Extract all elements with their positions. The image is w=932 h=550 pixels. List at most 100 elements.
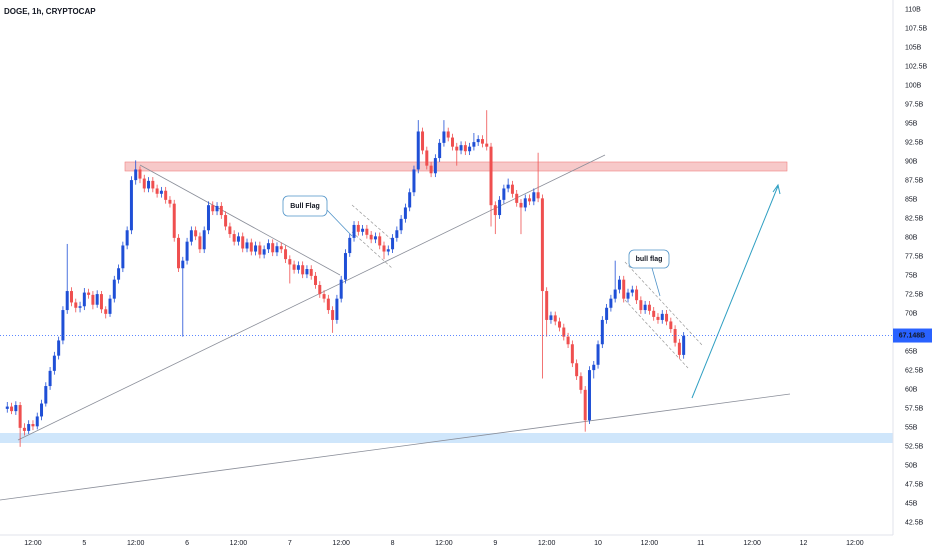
candle-body bbox=[129, 180, 133, 231]
candle-body bbox=[361, 228, 365, 232]
candle-body bbox=[198, 236, 202, 250]
candle-body bbox=[121, 245, 125, 269]
annotation: bull flag bbox=[636, 256, 663, 263]
candle-body bbox=[566, 336, 570, 345]
candle-body bbox=[228, 226, 232, 235]
candle-body bbox=[202, 230, 206, 250]
candle-body bbox=[510, 184, 514, 194]
candle-body bbox=[211, 205, 215, 212]
candle-body bbox=[480, 139, 484, 144]
x-tick-label: 12:00 bbox=[743, 540, 761, 547]
candle-body bbox=[142, 178, 146, 189]
candle-body bbox=[425, 150, 429, 166]
candle-body bbox=[519, 202, 523, 208]
candle-body bbox=[262, 249, 266, 255]
candle-body bbox=[48, 370, 52, 387]
candle-body bbox=[489, 146, 493, 206]
candle-body bbox=[95, 294, 99, 305]
candle-body bbox=[61, 310, 65, 341]
candle-body bbox=[536, 192, 540, 199]
flag-line bbox=[351, 204, 393, 241]
candle-body bbox=[224, 215, 228, 227]
candle-body bbox=[335, 298, 339, 320]
candle-body bbox=[639, 300, 643, 311]
candle-body bbox=[596, 344, 600, 365]
candle-body bbox=[266, 243, 270, 250]
candle-body bbox=[523, 198, 527, 208]
y-tick-label: 105B bbox=[905, 45, 922, 52]
candle-body bbox=[635, 289, 639, 301]
candle-body bbox=[241, 236, 245, 249]
candle-body bbox=[168, 199, 172, 204]
candle-body bbox=[622, 279, 626, 299]
candle-body bbox=[472, 142, 476, 147]
candle-body bbox=[82, 292, 86, 307]
candle-body bbox=[647, 304, 651, 311]
candle-body bbox=[540, 198, 544, 292]
candle-body bbox=[125, 230, 129, 246]
candle-body bbox=[562, 327, 566, 337]
y-tick-label: 72.5B bbox=[905, 292, 924, 299]
x-tick-label: 8 bbox=[391, 540, 395, 547]
x-tick-label: 12:00 bbox=[641, 540, 659, 547]
x-tick-label: 12:00 bbox=[435, 540, 453, 547]
candle-body bbox=[382, 245, 386, 252]
candle-body bbox=[416, 131, 420, 170]
candle-body bbox=[660, 313, 664, 320]
candle-body bbox=[326, 298, 330, 311]
candle-body bbox=[181, 260, 185, 269]
candle-body bbox=[412, 169, 416, 193]
candle-body bbox=[91, 294, 95, 305]
y-tick-label: 95B bbox=[905, 121, 918, 128]
candle-body bbox=[44, 386, 48, 404]
candle-body bbox=[549, 315, 553, 320]
candle-body bbox=[656, 316, 660, 320]
candle-body bbox=[236, 236, 240, 242]
y-tick-label: 87.5B bbox=[905, 178, 924, 185]
candle-body bbox=[52, 355, 56, 371]
candle-body bbox=[669, 321, 673, 330]
y-tick-label: 107.5B bbox=[905, 26, 928, 33]
candle-body bbox=[232, 234, 236, 242]
candle-body bbox=[579, 376, 583, 390]
candle-body bbox=[138, 169, 142, 179]
y-tick-label: 90B bbox=[905, 159, 918, 166]
candle-body bbox=[40, 403, 44, 417]
candle-body bbox=[104, 309, 108, 314]
candle-body bbox=[339, 279, 343, 299]
candle-body bbox=[31, 424, 35, 427]
trend-line bbox=[0, 393, 791, 501]
candle-body bbox=[673, 329, 677, 343]
candle-body bbox=[365, 228, 369, 235]
candle-body bbox=[485, 143, 489, 147]
y-tick-label: 102.5B bbox=[905, 64, 928, 71]
candle-body bbox=[78, 306, 82, 308]
candle-body bbox=[271, 243, 275, 253]
candle-body bbox=[613, 289, 617, 299]
candle-body bbox=[296, 265, 300, 270]
candle-body bbox=[438, 142, 442, 159]
candle-body bbox=[442, 131, 446, 143]
y-tick-label: 62.5B bbox=[905, 368, 924, 375]
x-tick-label: 6 bbox=[185, 540, 189, 547]
x-tick-label: 7 bbox=[288, 540, 292, 547]
candle-body bbox=[630, 289, 634, 293]
callout-box bbox=[282, 195, 328, 217]
candle-body bbox=[151, 180, 155, 189]
candle-body bbox=[87, 292, 91, 295]
candle-body bbox=[583, 389, 587, 421]
x-tick-label: 12:00 bbox=[538, 540, 556, 547]
candle-body bbox=[177, 237, 181, 269]
candle-body bbox=[373, 236, 377, 240]
candle-body bbox=[498, 199, 502, 216]
x-tick-label: 12:00 bbox=[332, 540, 350, 547]
candle-body bbox=[455, 146, 459, 151]
candle-body bbox=[275, 246, 279, 253]
candle-body bbox=[117, 268, 121, 280]
candle-body bbox=[391, 237, 395, 250]
candle-body bbox=[395, 230, 399, 238]
candle-body bbox=[600, 319, 604, 345]
candle-body bbox=[219, 205, 223, 216]
drawings bbox=[0, 154, 893, 501]
candle-body bbox=[164, 190, 168, 200]
